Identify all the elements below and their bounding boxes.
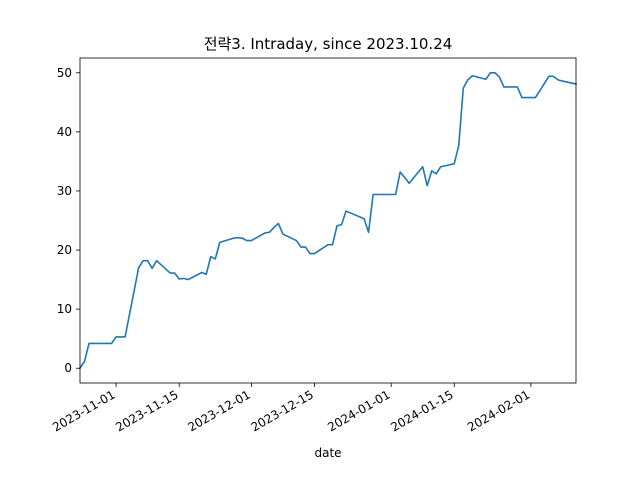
plot-area	[78, 57, 577, 384]
y-tick-label: 0	[64, 361, 72, 375]
x-tick-label: 2023-12-15	[249, 387, 316, 434]
series-line-0	[78, 71, 577, 370]
y-tick-label: 50	[57, 66, 72, 80]
y-axis: 0 10 20 30 40 50	[57, 66, 80, 375]
plot-frame	[79, 57, 577, 384]
chart-title: 전략3. Intraday, since 2023.10.24	[204, 35, 453, 53]
x-tick-label: 2023-12-01	[185, 387, 252, 434]
x-tick-label: 2023-11-01	[50, 387, 117, 434]
y-tick-label: 20	[57, 243, 72, 257]
x-tick-label: 2023-11-15	[113, 387, 180, 434]
y-tick-label: 10	[57, 302, 72, 316]
x-tick-label: 2024-01-01	[325, 387, 392, 434]
x-axis-label: date	[314, 446, 341, 460]
y-tick-label: 30	[57, 184, 72, 198]
x-tick-label: 2024-01-15	[388, 387, 455, 434]
y-tick-label: 40	[57, 125, 72, 139]
x-tick-label: 2024-02-01	[465, 387, 532, 434]
series-group	[78, 71, 577, 370]
